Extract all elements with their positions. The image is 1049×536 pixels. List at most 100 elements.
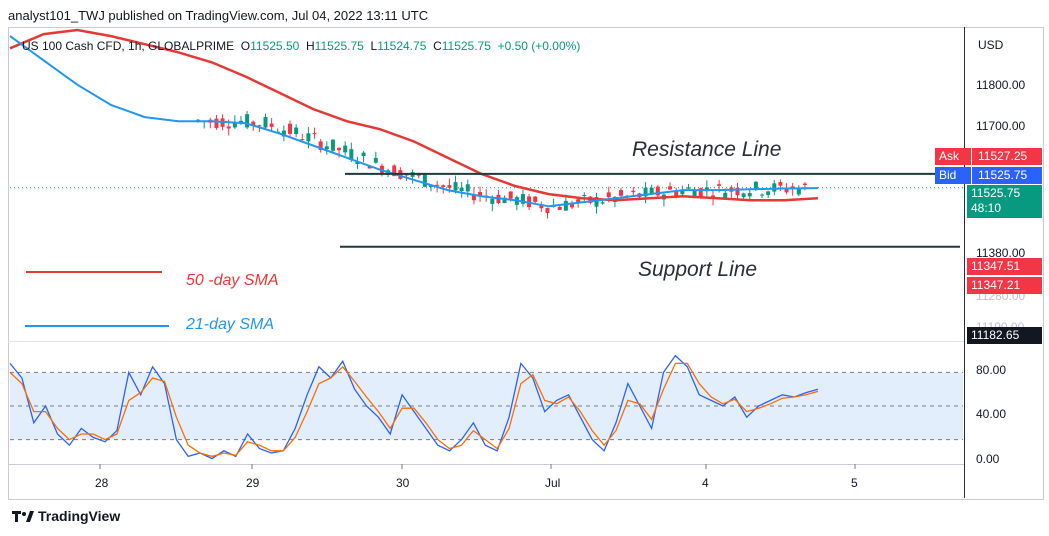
candle-body [619,190,624,196]
x-tick: Jul [545,476,561,490]
candle-body [766,191,771,195]
low-value: 11524.75 [377,39,427,53]
candle-body [680,189,685,195]
currency-label[interactable]: USD [978,38,1004,52]
last-price: 11525.75 [971,186,1021,200]
publish-header: analyst101_TWJ published on TradingView.… [8,8,429,23]
sma21-tag: 11182.65 [967,327,1042,344]
candle-body [459,187,464,192]
time-axis-divider [8,464,964,465]
pane-divider[interactable] [8,341,964,342]
sma50-legend-label: 50 -day SMA [186,272,279,289]
price-tick: 11700.00 [976,119,1026,133]
candle-body [361,152,366,157]
sma50-tag-a: 11347.51 [967,258,1042,275]
x-tick: 5 [851,476,858,490]
candle-body [288,123,293,134]
candle-body [760,194,765,196]
candle-body [441,185,446,188]
candle-body [306,133,311,142]
candle-body [717,184,722,186]
brand-name: TradingView [38,508,121,524]
sma50-line [9,28,819,202]
candle-body [796,188,801,195]
candle-body [490,198,495,204]
sma21-legend-line [25,325,169,327]
close-value: 11525.75 [441,39,491,53]
candle-body [649,187,654,195]
rsi-tick: 40.00 [976,407,1007,421]
x-tick: 4 [702,476,709,490]
tradingview-brand[interactable]: TradingView [12,508,120,524]
rsi-tick: 80.00 [976,363,1007,377]
candle-body [300,139,305,141]
bar-countdown: 48:10 [971,201,1002,215]
candle-body [569,203,574,208]
candle-body [471,194,476,201]
candle-body [251,121,256,126]
candle-body [606,192,611,198]
candle-body [422,173,427,187]
candle-body [465,184,470,192]
candle-body [772,183,777,192]
candle-body [784,188,789,193]
candle-body [226,126,231,129]
candle-body [330,139,335,151]
candle-body [453,182,458,191]
support-label: Support Line [638,258,758,281]
candle-body [263,117,268,128]
ask-tag: Ask 11527.25 [935,148,1042,165]
candle-body [747,193,752,197]
change-value: +0.50 (+0.00%) [497,39,581,53]
rsi-tick: 0.00 [976,452,1000,466]
candle-body [698,188,703,197]
sma21-line [9,35,819,208]
candle-body [312,133,317,135]
candle-body [214,118,219,129]
symbol-info: US 100 Cash CFD, 1h, GLOBALPRIME O11525.… [22,39,581,53]
candle-body [318,141,323,151]
symbol-name: US 100 Cash CFD, 1h, GLOBALPRIME [22,39,235,53]
candle-body [576,199,581,204]
x-tick: 30 [396,476,410,490]
candle-body [557,206,562,210]
candle-body [502,197,507,204]
bid-tag: Bid 11525.75 [935,167,1042,184]
sma50-tag-b: 11347.21 [967,277,1042,294]
bid-value: 11525.75 [971,167,1027,184]
candle-body [355,161,360,165]
candle-body [349,149,354,161]
last-price-tag: 11525.75 48:10 [967,185,1042,218]
candle-body [245,114,250,128]
candle-body [367,166,372,169]
candle-body [674,191,679,197]
candle-body [373,157,378,163]
sma50-legend-line [26,271,162,273]
candle-body [392,165,397,177]
candle-body [232,122,237,128]
candle-body [563,200,568,211]
ask-value: 11527.25 [971,148,1027,165]
candle-body [753,181,758,189]
candle-body [582,195,587,197]
candle-body [668,186,673,190]
candle-body [533,196,538,202]
price-tick: 11380.00 [976,246,1026,260]
candle-body [281,130,286,137]
candle-body [435,184,440,186]
candle-body [741,193,746,198]
candle-body [600,202,605,204]
candle-body [337,147,342,151]
candle-body [539,204,544,209]
resistance-label: Resistance Line [632,138,782,161]
price-axis-divider [964,27,965,498]
candle-body [692,190,697,199]
candle-body [686,187,691,189]
candle-body [655,186,660,196]
candle-body [778,182,783,186]
candle-body [478,192,483,197]
candle-body [343,145,348,153]
candle-body [631,190,636,193]
candle-body [257,125,262,127]
